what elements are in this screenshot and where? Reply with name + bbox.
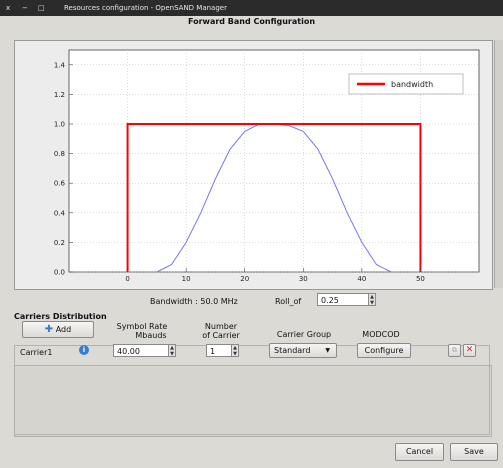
modcod-header: MODCOD xyxy=(362,330,400,339)
y-tick-label: 0.0 xyxy=(54,269,65,277)
y-tick-label: 1.2 xyxy=(54,91,65,99)
symbol-rate-header-line2: Mbauds xyxy=(135,331,167,340)
y-tick-label: 0.4 xyxy=(54,209,66,217)
roll-of-input[interactable]: 0.25 xyxy=(317,293,369,306)
carrier-group-value: Standard xyxy=(274,346,311,355)
symbol-rate-input[interactable]: 40.00 xyxy=(113,344,169,357)
chart-legend: bandwidth xyxy=(348,73,464,95)
add-label: Add xyxy=(55,325,72,334)
number-carrier-spinner[interactable]: ▲ ▼ xyxy=(231,344,239,357)
number-carrier-header: Number of Carrier xyxy=(196,322,246,340)
symbol-rate-spinner[interactable]: ▲ ▼ xyxy=(168,344,176,357)
window-titlebar: x − □ Resources configuration - OpenSAND… xyxy=(0,0,503,16)
carriers-panel xyxy=(14,365,492,437)
y-tick-label: 0.8 xyxy=(54,150,65,158)
x-tick-label: 40 xyxy=(357,275,366,283)
window-title: Resources configuration - OpenSAND Manag… xyxy=(64,4,227,12)
add-carrier-button[interactable]: ✚ Add xyxy=(22,321,94,338)
add-icon: ✚ xyxy=(44,324,54,335)
save-button[interactable]: Save xyxy=(450,443,498,461)
bandwidth-chart: 0 10 20 30 40 50 0.0 0.2 0.4 0.6 0.8 1.0 1.2 1.4 band… xyxy=(54,49,480,283)
copy-icon[interactable]: ⧉ xyxy=(448,344,461,357)
bandwidth-text: Bandwidth : 50.0 MHz xyxy=(150,297,238,306)
x-tick-label: 50 xyxy=(416,275,425,283)
roll-of-label: Roll_of xyxy=(275,297,302,306)
x-tick-label: 30 xyxy=(299,275,308,283)
number-carrier-input[interactable]: 1 xyxy=(206,344,232,357)
number-carrier-header-line1: Number xyxy=(204,322,238,331)
y-tick-label: 0.6 xyxy=(54,180,66,188)
symbol-rate-header: Symbol Rate Mbauds xyxy=(112,322,172,340)
maximize-icon[interactable]: □ xyxy=(38,4,45,12)
y-tick-label: 1.0 xyxy=(54,121,65,129)
y-tick-label: 1.4 xyxy=(54,61,66,69)
legend-label: bandwidth xyxy=(391,80,433,89)
carrier-group-header: Carrier Group xyxy=(276,330,332,339)
delete-icon[interactable]: ✕ xyxy=(463,344,476,357)
dialog-title: Forward Band Configuration xyxy=(187,17,316,26)
x-tick-label: 10 xyxy=(182,275,191,283)
chevron-down-icon: ▼ xyxy=(325,347,330,354)
y-tick-label: 0.2 xyxy=(54,239,65,247)
symbol-rate-header-line1: Symbol Rate xyxy=(116,322,168,331)
roll-of-spinner[interactable]: ▲ ▼ xyxy=(368,293,376,306)
number-carrier-header-line2: of Carrier xyxy=(202,331,240,340)
series-line-bandwidth xyxy=(126,123,422,272)
cancel-button[interactable]: Cancel xyxy=(395,443,444,461)
close-icon[interactable]: x xyxy=(6,4,11,12)
carriers-list xyxy=(14,345,490,435)
vertical-scrollbar[interactable] xyxy=(494,40,503,288)
carrier-name: Carrier1 xyxy=(20,348,53,357)
modcod-configure-button[interactable]: Configure xyxy=(357,343,411,358)
carriers-section-title: Carriers Distribution xyxy=(14,312,107,321)
x-tick-label: 0 xyxy=(125,275,129,283)
carrier-group-select[interactable]: Standard ▼ xyxy=(269,343,337,358)
plot-frame: 0 10 20 30 40 50 0.0 0.2 0.4 0.6 0.8 1.0 1.2 1.4 band… xyxy=(14,40,493,290)
x-tick-label: 20 xyxy=(240,275,249,283)
minimize-icon[interactable]: − xyxy=(22,4,28,12)
info-icon[interactable]: i xyxy=(79,345,89,355)
